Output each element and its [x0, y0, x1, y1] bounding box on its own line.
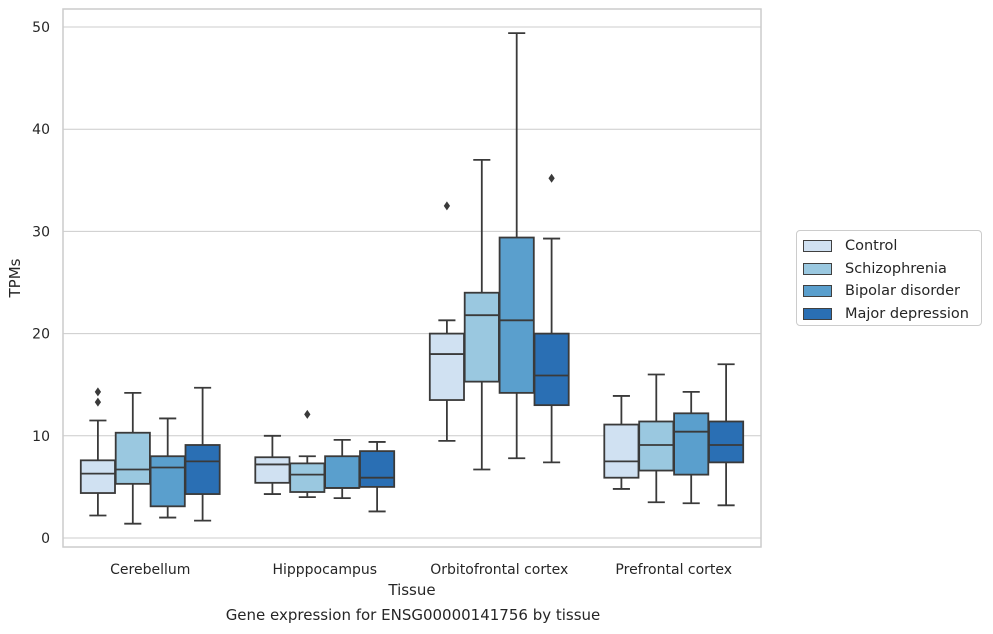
chart-legend: Control Schizophrenia Bipolar disorder Majo…: [796, 230, 982, 326]
box-iqr: [184, 444, 221, 495]
box-iqr: [359, 450, 396, 488]
box-bipolar-disorder: [498, 32, 535, 460]
box-bipolar-disorder: [673, 390, 710, 505]
box-iqr: [324, 455, 361, 489]
legend-label: Major depression: [845, 305, 969, 322]
legend-item: Control: [797, 235, 981, 258]
outlier-point: [548, 173, 555, 183]
legend-item: Major depression: [797, 303, 981, 326]
box-iqr: [673, 412, 710, 476]
box-iqr: [498, 236, 535, 394]
box-control: [428, 201, 465, 442]
legend-item: Bipolar disorder: [797, 280, 981, 303]
box-major-depression: [359, 441, 396, 513]
outlier-point: [304, 409, 311, 419]
y-tick-label: 30: [32, 224, 50, 240]
y-axis-title: TPMs: [6, 258, 24, 298]
box-iqr: [638, 420, 675, 472]
box-major-depression: [708, 363, 745, 507]
legend-swatch: [803, 262, 832, 275]
box-control: [79, 387, 116, 517]
x-tick-label: Hipppocampus: [272, 562, 377, 578]
box-major-depression: [184, 386, 221, 522]
box-schizophrenia: [289, 409, 326, 499]
box-iqr: [708, 420, 745, 464]
box-iqr: [289, 462, 326, 493]
x-tick-label: Cerebellum: [110, 562, 190, 578]
legend-item: Schizophrenia: [797, 258, 981, 281]
box-schizophrenia: [463, 158, 500, 471]
box-major-depression: [533, 173, 570, 464]
box-iqr: [463, 291, 500, 383]
box-bipolar-disorder: [149, 417, 186, 519]
legend-swatch: [803, 285, 832, 298]
chart-caption: Gene expression for ENSG00000141756 by t…: [225, 606, 601, 624]
box-iqr: [254, 456, 291, 484]
box-schizophrenia: [114, 391, 151, 525]
box-iqr: [114, 431, 151, 485]
box-schizophrenia: [638, 373, 675, 504]
y-tick-label: 40: [32, 122, 50, 138]
y-tick-label: 50: [32, 20, 50, 36]
box-iqr: [149, 455, 186, 508]
legend-label: Bipolar disorder: [845, 283, 960, 300]
x-tick-label: Orbitofrontal cortex: [430, 562, 568, 578]
x-tick-label: Prefrontal cortex: [615, 562, 732, 578]
y-tick-label: 20: [32, 327, 50, 343]
outlier-point: [94, 387, 102, 397]
box-iqr: [533, 332, 570, 407]
y-tick-label: 10: [32, 429, 50, 445]
y-tick-label: 0: [41, 531, 50, 547]
legend-swatch: [803, 307, 832, 320]
box-iqr: [428, 332, 465, 401]
outlier-point: [94, 397, 102, 407]
legend-label: Control: [845, 238, 898, 255]
legend-label: Schizophrenia: [845, 260, 947, 277]
legend-swatch: [803, 240, 832, 253]
x-axis-title: Tissue: [387, 581, 435, 599]
box-iqr: [603, 423, 640, 479]
box-bipolar-disorder: [324, 438, 361, 500]
plot-frame: [62, 8, 762, 548]
outlier-point: [443, 201, 451, 211]
box-iqr: [79, 459, 116, 494]
